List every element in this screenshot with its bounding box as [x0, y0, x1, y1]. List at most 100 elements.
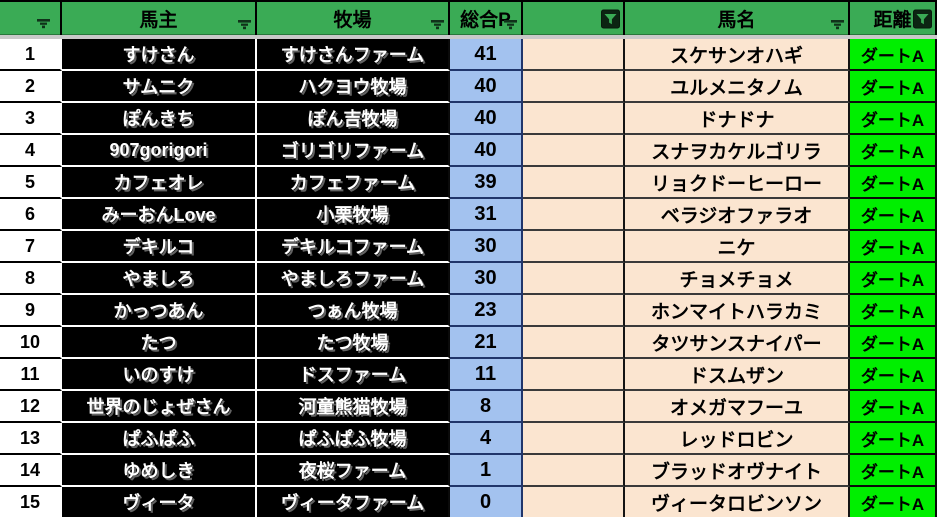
- owner-cell[interactable]: かっつあん: [62, 295, 257, 327]
- farm-cell[interactable]: ぱふぱふ牧場: [257, 423, 450, 455]
- owner-cell[interactable]: すけさん: [62, 39, 257, 71]
- owner-cell[interactable]: ヴィータ: [62, 487, 257, 517]
- owner-cell[interactable]: ぽんきち: [62, 103, 257, 135]
- horse-name-cell[interactable]: タツサンスナイパー: [625, 327, 850, 359]
- horse-name-cell[interactable]: ヴィータロビンソン: [625, 487, 850, 517]
- points-cell[interactable]: 21: [450, 327, 523, 359]
- points-cell[interactable]: 1: [450, 455, 523, 487]
- points-cell[interactable]: 30: [450, 231, 523, 263]
- points-cell[interactable]: 40: [450, 103, 523, 135]
- owner-cell[interactable]: やましろ: [62, 263, 257, 295]
- horse-name-cell[interactable]: スケサンオハギ: [625, 39, 850, 71]
- blank-cell[interactable]: [523, 359, 625, 391]
- distance-cell[interactable]: ダートA: [850, 135, 937, 167]
- points-cell[interactable]: 11: [450, 359, 523, 391]
- blank-cell[interactable]: [523, 231, 625, 263]
- distance-cell[interactable]: ダートA: [850, 199, 937, 231]
- owner-cell[interactable]: 907gorigori: [62, 135, 257, 167]
- blank-cell[interactable]: [523, 199, 625, 231]
- row-number-cell[interactable]: 7: [0, 231, 62, 263]
- distance-cell[interactable]: ダートA: [850, 487, 937, 517]
- row-number-cell[interactable]: 9: [0, 295, 62, 327]
- horse-name-cell[interactable]: ニケ: [625, 231, 850, 263]
- header-cell-rownum[interactable]: [0, 2, 62, 35]
- farm-cell[interactable]: たつ牧場: [257, 327, 450, 359]
- owner-cell[interactable]: みーおんLove: [62, 199, 257, 231]
- horse-name-cell[interactable]: レッドロビン: [625, 423, 850, 455]
- points-cell[interactable]: 40: [450, 135, 523, 167]
- filter-dropdown-icon[interactable]: [830, 18, 845, 30]
- distance-cell[interactable]: ダートA: [850, 327, 937, 359]
- header-cell-distance[interactable]: 距離: [850, 2, 937, 35]
- distance-cell[interactable]: ダートA: [850, 359, 937, 391]
- farm-cell[interactable]: カフェファーム: [257, 167, 450, 199]
- horse-name-cell[interactable]: オメガマフーユ: [625, 391, 850, 423]
- filter-dropdown-icon[interactable]: [503, 18, 518, 30]
- distance-cell[interactable]: ダートA: [850, 391, 937, 423]
- row-number-cell[interactable]: 12: [0, 391, 62, 423]
- blank-cell[interactable]: [523, 423, 625, 455]
- distance-cell[interactable]: ダートA: [850, 423, 937, 455]
- farm-cell[interactable]: ハクヨウ牧場: [257, 71, 450, 103]
- blank-cell[interactable]: [523, 487, 625, 517]
- owner-cell[interactable]: サムニク: [62, 71, 257, 103]
- blank-cell[interactable]: [523, 167, 625, 199]
- farm-cell[interactable]: ヴィータファーム: [257, 487, 450, 517]
- blank-cell[interactable]: [523, 39, 625, 71]
- points-cell[interactable]: 41: [450, 39, 523, 71]
- horse-name-cell[interactable]: リョクドーヒーロー: [625, 167, 850, 199]
- horse-name-cell[interactable]: ユルメニタノム: [625, 71, 850, 103]
- header-cell-horse[interactable]: 馬名: [625, 2, 850, 35]
- filter-active-icon[interactable]: [913, 9, 932, 28]
- filter-active-icon[interactable]: [601, 9, 620, 28]
- farm-cell[interactable]: 河童熊猫牧場: [257, 391, 450, 423]
- owner-cell[interactable]: デキルコ: [62, 231, 257, 263]
- blank-cell[interactable]: [523, 455, 625, 487]
- points-cell[interactable]: 0: [450, 487, 523, 517]
- blank-cell[interactable]: [523, 135, 625, 167]
- row-number-cell[interactable]: 6: [0, 199, 62, 231]
- row-number-cell[interactable]: 10: [0, 327, 62, 359]
- owner-cell[interactable]: たつ: [62, 327, 257, 359]
- points-cell[interactable]: 39: [450, 167, 523, 199]
- row-number-cell[interactable]: 2: [0, 71, 62, 103]
- filter-dropdown-icon[interactable]: [237, 18, 252, 30]
- farm-cell[interactable]: つぁん牧場: [257, 295, 450, 327]
- distance-cell[interactable]: ダートA: [850, 455, 937, 487]
- distance-cell[interactable]: ダートA: [850, 103, 937, 135]
- owner-cell[interactable]: ぱふぱふ: [62, 423, 257, 455]
- horse-name-cell[interactable]: チョメチョメ: [625, 263, 850, 295]
- horse-name-cell[interactable]: ドスムザン: [625, 359, 850, 391]
- distance-cell[interactable]: ダートA: [850, 71, 937, 103]
- distance-cell[interactable]: ダートA: [850, 295, 937, 327]
- owner-cell[interactable]: ゆめしき: [62, 455, 257, 487]
- farm-cell[interactable]: すけさんファーム: [257, 39, 450, 71]
- farm-cell[interactable]: 夜桜ファーム: [257, 455, 450, 487]
- header-cell-farm[interactable]: 牧場: [257, 2, 450, 35]
- horse-name-cell[interactable]: ホンマイトハラカミ: [625, 295, 850, 327]
- horse-name-cell[interactable]: ブラッドオヴナイト: [625, 455, 850, 487]
- distance-cell[interactable]: ダートA: [850, 39, 937, 71]
- farm-cell[interactable]: デキルコファーム: [257, 231, 450, 263]
- row-number-cell[interactable]: 1: [0, 39, 62, 71]
- points-cell[interactable]: 8: [450, 391, 523, 423]
- points-cell[interactable]: 31: [450, 199, 523, 231]
- farm-cell[interactable]: ゴリゴリファーム: [257, 135, 450, 167]
- distance-cell[interactable]: ダートA: [850, 263, 937, 295]
- row-number-cell[interactable]: 14: [0, 455, 62, 487]
- points-cell[interactable]: 40: [450, 71, 523, 103]
- blank-cell[interactable]: [523, 103, 625, 135]
- row-number-cell[interactable]: 8: [0, 263, 62, 295]
- points-cell[interactable]: 30: [450, 263, 523, 295]
- row-number-cell[interactable]: 15: [0, 487, 62, 517]
- row-number-cell[interactable]: 13: [0, 423, 62, 455]
- blank-cell[interactable]: [523, 263, 625, 295]
- horse-name-cell[interactable]: スナヲカケルゴリラ: [625, 135, 850, 167]
- farm-cell[interactable]: ドスファーム: [257, 359, 450, 391]
- horse-name-cell[interactable]: ベラジオファラオ: [625, 199, 850, 231]
- header-cell-blank[interactable]: [523, 2, 625, 35]
- row-number-cell[interactable]: 5: [0, 167, 62, 199]
- row-number-cell[interactable]: 4: [0, 135, 62, 167]
- blank-cell[interactable]: [523, 71, 625, 103]
- distance-cell[interactable]: ダートA: [850, 231, 937, 263]
